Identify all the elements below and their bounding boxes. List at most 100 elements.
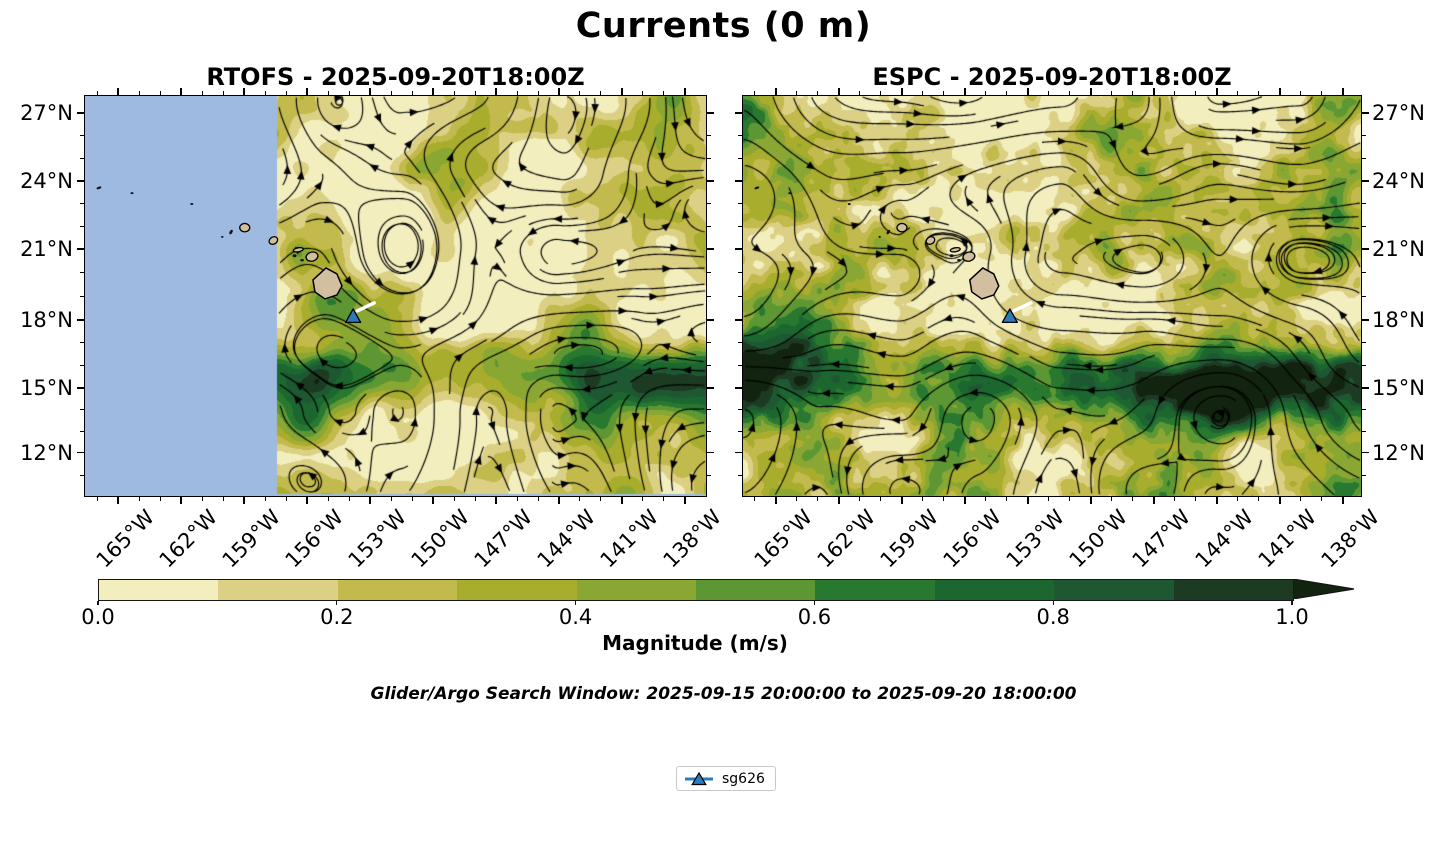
lon-minor-tick [985, 497, 987, 501]
lat-minor-tick [707, 409, 711, 411]
lon-minor-tick [201, 91, 203, 95]
lon-minor-tick [943, 91, 945, 95]
colorbar-extend-arrow-icon [1293, 579, 1355, 599]
lat-minor-tick [707, 364, 711, 366]
island-speck-nw-2 [788, 192, 792, 195]
lon-minor-tick [285, 497, 287, 501]
lat-major-tick [77, 112, 84, 114]
lon-minor-tick [159, 91, 161, 95]
island-speck-nw-1 [96, 186, 102, 190]
island-niihau [886, 229, 891, 235]
lon-minor-tick [537, 91, 539, 95]
lon-minor-tick [1195, 497, 1197, 501]
lat-minor-tick [707, 203, 711, 205]
lat-minor-tick [738, 364, 742, 366]
lat-minor-tick [80, 342, 84, 344]
colorbar-tick-label: 0.4 [558, 605, 593, 629]
island-speck-nw-1 [754, 186, 760, 190]
lon-major-tick [1279, 497, 1281, 504]
lat-tick-label: 21°N [20, 236, 73, 261]
lon-major-tick [432, 88, 434, 95]
lat-minor-tick [1362, 225, 1366, 227]
lat-minor-tick [738, 409, 742, 411]
island-kahoolawe [300, 259, 304, 262]
lon-minor-tick [754, 497, 756, 501]
lon-minor-tick [411, 91, 413, 95]
lat-minor-tick [80, 430, 84, 432]
lat-major-tick [735, 112, 742, 114]
lat-tick-label: 15°N [20, 376, 73, 401]
colorbar-segment [1173, 580, 1294, 600]
lon-major-tick [964, 88, 966, 95]
colorbar-segment [696, 580, 816, 600]
lon-major-tick [684, 88, 686, 95]
lat-tick-label: 18°N [20, 308, 73, 333]
lon-major-tick [306, 497, 308, 504]
lon-minor-tick [579, 497, 581, 501]
lon-minor-tick [474, 497, 476, 501]
lon-minor-tick [1006, 497, 1008, 501]
lat-tick-label: 12°N [20, 440, 73, 465]
island-big-island [312, 267, 343, 300]
lon-minor-tick [1258, 91, 1260, 95]
lat-major-tick [77, 319, 84, 321]
lon-major-tick [964, 497, 966, 504]
lon-minor-tick [754, 91, 756, 95]
lat-major-tick [1362, 387, 1369, 389]
lon-minor-tick [159, 497, 161, 501]
lon-minor-tick [880, 497, 882, 501]
lon-minor-tick [411, 497, 413, 501]
lat-minor-tick [80, 409, 84, 411]
lat-minor-tick [738, 474, 742, 476]
lat-minor-tick [1362, 409, 1366, 411]
lon-minor-tick [453, 497, 455, 501]
lon-minor-tick [285, 91, 287, 95]
lon-major-tick [838, 497, 840, 504]
lon-major-tick [1342, 88, 1344, 95]
legend-label-sg626: sg626 [722, 770, 765, 787]
lat-major-tick [77, 452, 84, 454]
colorbar-tick [813, 600, 815, 605]
lon-minor-tick [1069, 497, 1071, 501]
legend: sg626 [676, 766, 776, 791]
lon-minor-tick [1321, 91, 1323, 95]
lat-major-tick [707, 248, 714, 250]
panel-title-rtofs: RTOFS - 2025-09-20T18:00Z [206, 63, 585, 91]
colorbar [98, 579, 1294, 601]
lon-major-tick [369, 497, 371, 504]
colorbar-segment [576, 580, 697, 600]
lon-minor-tick [817, 497, 819, 501]
island-oahu [925, 236, 936, 245]
lat-minor-tick [738, 295, 742, 297]
colorbar-segment [99, 580, 219, 600]
lat-tick-label: 24°N [20, 169, 73, 194]
lat-minor-tick [738, 272, 742, 274]
lon-minor-tick [390, 91, 392, 95]
lat-minor-tick [80, 157, 84, 159]
lon-minor-tick [1300, 91, 1302, 95]
lat-major-tick [77, 248, 84, 250]
lon-major-tick [117, 88, 119, 95]
lon-minor-tick [1132, 497, 1134, 501]
lon-minor-tick [201, 497, 203, 501]
map-panel-rtofs [84, 95, 707, 497]
lon-minor-tick [222, 497, 224, 501]
island-big-island [969, 267, 1000, 300]
lon-major-tick [369, 88, 371, 95]
island-speck-nw-4 [878, 235, 881, 238]
lon-minor-tick [348, 91, 350, 95]
lon-minor-tick [1237, 497, 1239, 501]
colorbar-tick-label: 0.8 [1036, 605, 1070, 629]
panel-title-espc: ESPC - 2025-09-20T18:00Z [872, 63, 1232, 91]
lat-minor-tick [707, 295, 711, 297]
lat-tick-label: 27°N [1372, 101, 1425, 125]
lon-minor-tick [922, 91, 924, 95]
lon-major-tick [558, 88, 560, 95]
lat-minor-tick [80, 203, 84, 205]
lat-tick-label: 24°N [1372, 169, 1425, 194]
colorbar-tick [575, 600, 577, 605]
lon-major-tick [180, 88, 182, 95]
lon-major-tick [1342, 497, 1344, 504]
lat-minor-tick [1362, 474, 1366, 476]
lon-minor-tick [600, 497, 602, 501]
